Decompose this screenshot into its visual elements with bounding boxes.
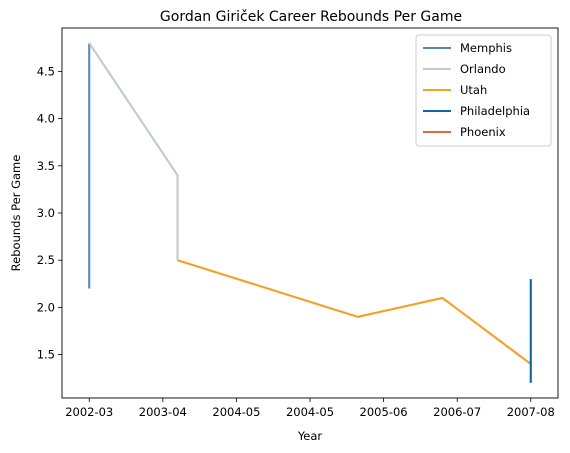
x-tick-label: 2005-06 [360,405,408,419]
y-tick-label: 1.5 [37,348,55,362]
x-tick-label: 2004-05 [212,405,260,419]
legend-label-philadelphia: Philadelphia [460,104,530,118]
legend-box [415,34,552,147]
y-tick-label: 2.5 [37,253,55,267]
x-axis: 2002-03 2003-04 2004-05 2004-05 2005-06 2006-… [65,398,555,419]
legend-label-memphis: Memphis [460,41,512,55]
y-tick-label: 3.0 [37,206,55,220]
chart-title: Gordan Giriček Career Rebounds Per Game [160,9,462,25]
y-tick-label: 4.5 [37,64,55,78]
series-line-utah [177,259,532,365]
x-tick-label: 2003-04 [139,405,187,419]
legend-label-orlando: Orlando [460,62,506,76]
y-tick-label: 2.0 [37,300,55,314]
series-layer [88,42,532,383]
x-tick-label: 2004-05 [286,405,334,419]
legend-label-phoenix: Phoenix [460,125,506,139]
legend: Memphis Orlando Utah Philadelphia Phoenix [415,34,552,147]
y-tick-label: 4.0 [37,112,55,126]
y-axis: 1.5 2.0 2.5 3.0 3.5 4.0 4.5 [37,64,62,362]
series-line-orlando [88,42,179,261]
y-tick-label: 3.5 [37,159,55,173]
y-axis-label: Rebounds Per Game [9,155,23,272]
legend-label-utah: Utah [460,83,487,97]
x-axis-label: Year [297,429,323,443]
x-tick-label: 2002-03 [65,405,113,419]
x-tick-label: 2006-07 [433,405,481,419]
legend-items: Memphis Orlando Utah Philadelphia Phoenix [423,41,530,139]
x-tick-label: 2007-08 [507,405,555,419]
